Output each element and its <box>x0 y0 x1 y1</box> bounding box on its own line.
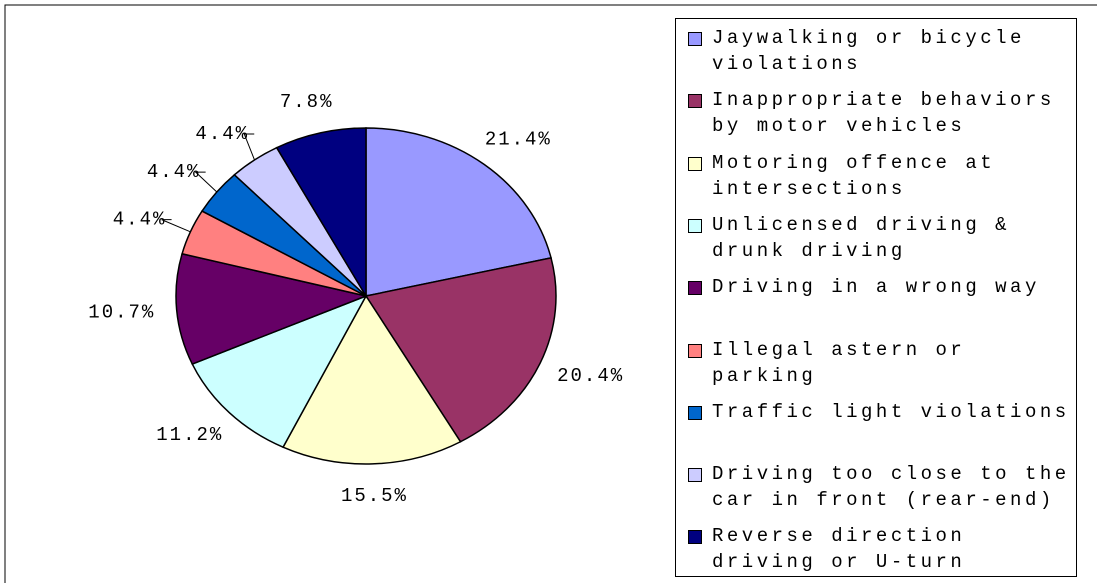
leader-line <box>161 219 191 233</box>
pie-slice <box>191 294 368 449</box>
legend-swatch <box>688 156 702 171</box>
pie-slice <box>365 127 552 297</box>
legend-label: Driving in a wrong way <box>712 276 1040 299</box>
data-label: 20.4% <box>557 365 624 387</box>
pie-slice <box>275 127 367 299</box>
legend-label: Jaywalking or bicycle violations <box>712 27 1025 75</box>
data-label: 4.4% <box>147 161 201 183</box>
legend-swatch <box>688 405 702 420</box>
legend-swatch <box>688 530 702 545</box>
legend-swatch <box>688 281 702 296</box>
legend-swatch <box>688 218 702 233</box>
legend-entry: Unlicensed driving & drunk driving <box>684 212 1074 264</box>
legend-swatch <box>688 468 702 483</box>
data-label: 15.5% <box>341 485 408 507</box>
data-label: 7.8% <box>280 91 334 113</box>
data-label: 11.2% <box>156 424 223 446</box>
data-label: 4.4% <box>195 123 249 145</box>
legend: Jaywalking or bicycle violations Inapprop… <box>675 18 1077 577</box>
legend-entry: Driving in a wrong way <box>684 274 1074 300</box>
legend-entry: Driving too close to the car in front (r… <box>684 461 1074 513</box>
legend-swatch <box>688 94 702 109</box>
leader-line <box>194 171 218 193</box>
legend-label: Inappropriate behaviors by motor vehicle… <box>712 89 1055 138</box>
legend-entry: Inappropriate behaviors by motor vehicle… <box>684 87 1074 139</box>
legend-label: Unlicensed driving & drunk driving <box>712 213 1011 262</box>
legend-label: Illegal astern or parking <box>712 338 966 387</box>
legend-entry: Illegal astern or parking <box>684 337 1074 389</box>
legend-label: Reverse direction driving or U-turn <box>712 525 966 574</box>
legend-entry: Jaywalking or bicycle violations <box>684 25 1074 77</box>
data-label: 10.7% <box>88 301 155 323</box>
leader-line <box>243 133 255 161</box>
pie-slice <box>364 257 557 443</box>
legend-label: Motoring offence at intersections <box>712 151 996 200</box>
chart-border <box>4 4 1097 583</box>
legend-entry: Motoring offence at intersections <box>684 150 1074 202</box>
legend-label: Driving too close to the car in front (r… <box>712 463 1070 512</box>
legend-swatch <box>688 32 702 46</box>
pie-slice <box>282 294 462 465</box>
pie-slice <box>175 252 369 365</box>
legend-label: Traffic light violations <box>712 400 1070 423</box>
data-label: 21.4% <box>485 128 552 150</box>
legend-entry: Traffic light violations <box>684 399 1074 425</box>
legend-entry: Reverse direction driving or U-turn <box>684 523 1074 575</box>
data-label: 4.4% <box>113 209 167 231</box>
legend-swatch <box>688 343 702 358</box>
